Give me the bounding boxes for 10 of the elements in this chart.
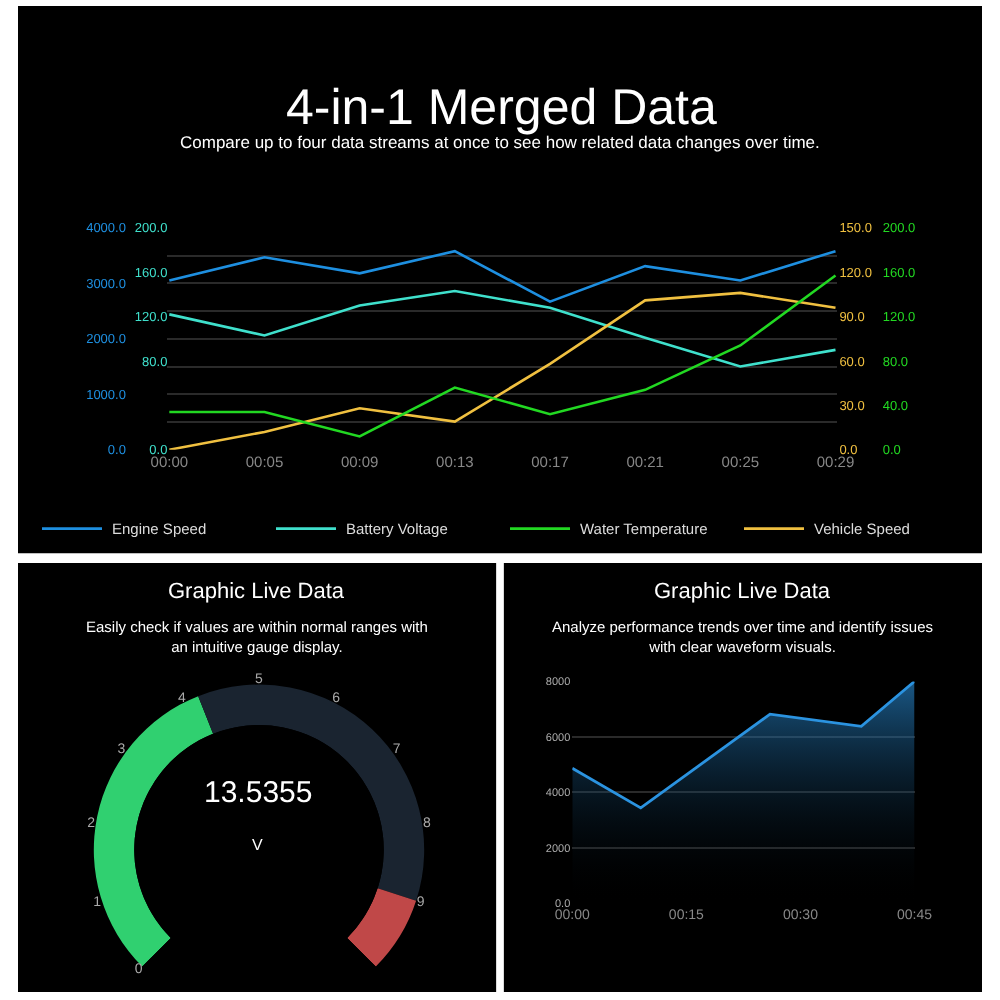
chart-subtitle: Compare up to four data streams at once to see how related data changes over time. [180, 132, 820, 152]
chart-title: Graphic Live Data [168, 580, 346, 604]
chart-title: 4-in-1 Merged Data [286, 80, 717, 136]
chart-title: Graphic Live Data [654, 580, 832, 604]
line-series [168, 291, 837, 450]
line-series [168, 289, 837, 368]
text: 13.5355 [204, 776, 313, 810]
text: V [252, 836, 264, 854]
line-series [168, 274, 837, 438]
line-series [168, 249, 837, 303]
